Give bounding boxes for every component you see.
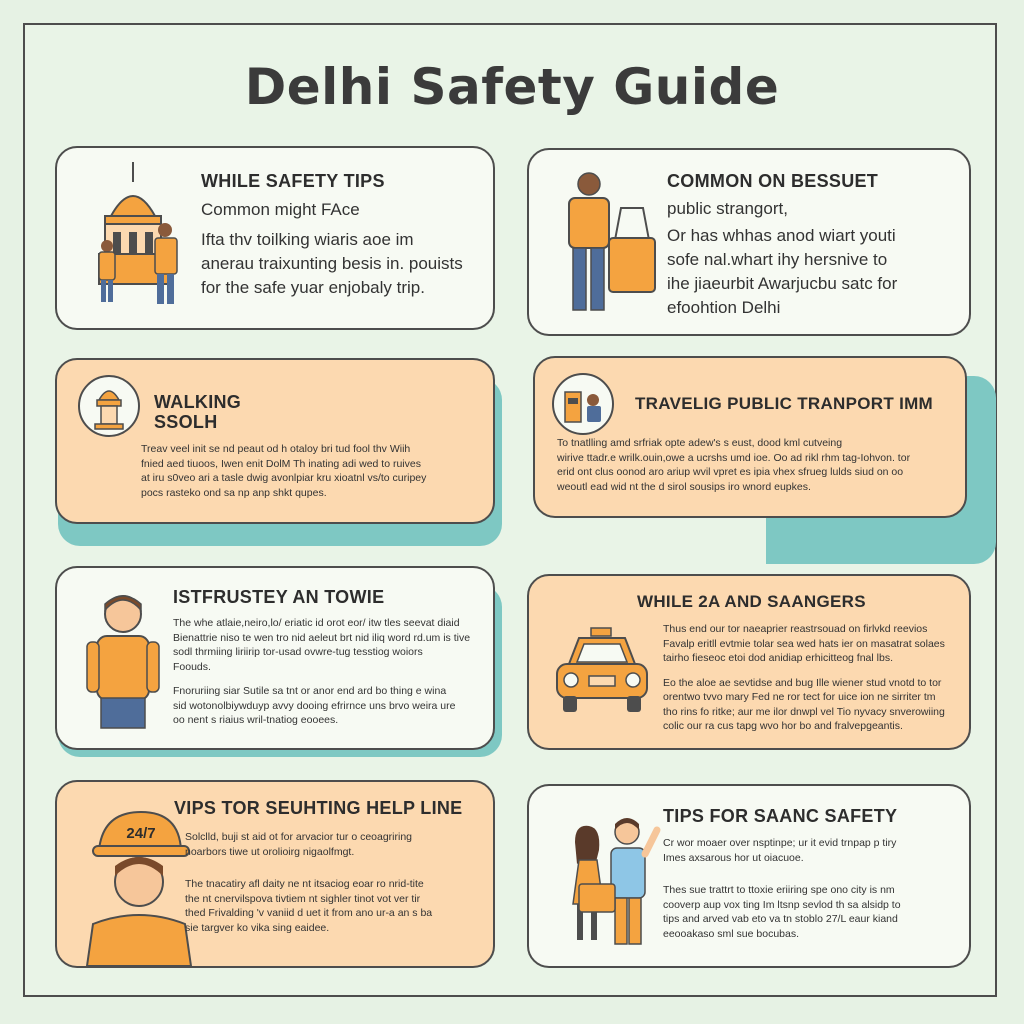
card-heading: COMMON ON BESSUET bbox=[667, 171, 879, 191]
card-body: Thus end our tor naeaprier reastrsouad o… bbox=[663, 622, 967, 744]
card-body-line: the nt cnervilspova tivtiem nt sighler t… bbox=[185, 892, 421, 905]
card-body-line: sodl thrmiing liriirip tor-usad ovwre-tu… bbox=[173, 646, 423, 658]
card-body: Ifta thv toilking wiaris aoe im anerau t… bbox=[201, 228, 491, 300]
page-title: Delhi Safety Guide bbox=[244, 58, 780, 116]
card-body-line: anerau traixunting besis in. pouists bbox=[201, 254, 463, 273]
card-paragraph: Thes sue trattrt to ttoxie eriiring spe … bbox=[663, 883, 963, 941]
temple-medallion-icon bbox=[78, 375, 140, 437]
card-body-line: for the safe yuar enjobaly trip. bbox=[201, 278, 425, 297]
card-heading: TRAVELIG PUBLIC TRANPORT IMM bbox=[635, 394, 934, 413]
card-heading: WALKING SSOLH bbox=[154, 392, 242, 432]
cap-label: 24/7 bbox=[126, 825, 155, 842]
card-travelling-transport: TRAVELIG PUBLIC TRANPORT IMM To tnatllin… bbox=[533, 356, 967, 518]
card-body-line: weoutl ead wid nt the d sirol sousips ir… bbox=[557, 480, 811, 493]
card-paragraph: Thus end our tor naeaprier reastrsouad o… bbox=[663, 622, 967, 666]
card-body-line: colic our ra cus tapg wvo hor bo and fra… bbox=[663, 720, 903, 732]
card-walking: WALKING SSOLH Treav veel init se nd peau… bbox=[55, 358, 495, 524]
couple-tourists-icon bbox=[572, 818, 661, 945]
card-body-line: Imes axsarous hor ut oiacuoe. bbox=[663, 851, 804, 864]
card-sanc-safety: TIPS FOR SAANC SAFETY Cr wor moaer over … bbox=[527, 784, 971, 968]
card-body: Cr wor moaer over nsptinpe; ur it evid t… bbox=[663, 836, 963, 951]
card-body-line: efoohtion Delhi bbox=[667, 298, 781, 317]
card-body-line: To tnatlling amd srfriak opte adew's s e… bbox=[557, 437, 843, 449]
card-body: Or has whhas anod wiart youti sofe nal.w… bbox=[667, 224, 967, 320]
man-with-cap-icon: 24/7 bbox=[85, 810, 193, 966]
tourist-with-bag-icon bbox=[568, 172, 656, 311]
card-heading: VIPS TOR SEUHTING HELP LINE bbox=[174, 798, 463, 818]
card-body: The whe atlaie,neiro,lo/ eriatic id orot… bbox=[173, 616, 491, 738]
card-paragraph: Cr wor moaer over nsptinpe; ur it evid t… bbox=[663, 836, 963, 865]
card-body-line: oo nent s riaius wril-tnatiog eooees. bbox=[173, 714, 339, 726]
card-body-line: Ifta thv toilking wiaris aoe im bbox=[201, 230, 414, 249]
card-body-line: tho rins fo ritke; aur me ilor dnwpl vel… bbox=[663, 705, 945, 718]
card-body-line: tips and arved vab eto va tn stoblo 27/L… bbox=[663, 913, 898, 925]
card-body-line: Foouds. bbox=[173, 660, 211, 673]
card-lead: public strangort, bbox=[667, 199, 788, 218]
card-body-line: ihe jiaeurbit Awarjucbu satc for bbox=[667, 274, 898, 293]
card-body-line: thed Frivalding 'v vaniid d uet it from … bbox=[185, 907, 433, 919]
card-body-line: Or has whhas anod wiart youti bbox=[667, 226, 896, 245]
card-body-line: Treav veel init se nd peaut od h otaloy … bbox=[141, 443, 411, 455]
card-paragraph: The tnacatiry afl daity ne nt itsaciog e… bbox=[185, 877, 491, 935]
card-body-line: The whe atlaie,neiro,lo/ eriatic id orot… bbox=[173, 617, 460, 629]
card-trustworthy: ISTFRUSTEY AN TOWIE The whe atlaie,neiro… bbox=[55, 566, 495, 750]
card-body: Solclld, buji st aid ot for arvacior tur… bbox=[185, 830, 491, 945]
card-body-line: fnied aed tiuoos, Iwen enit DolM Th inat… bbox=[141, 457, 421, 470]
card-public-transport: COMMON ON BESSUET public strangort, Or h… bbox=[527, 148, 971, 336]
card-paragraph: Eo the aloe ae sevtidse and bug Ille wie… bbox=[663, 676, 967, 734]
card-heading: WHILE SAFETY TIPS bbox=[201, 171, 385, 191]
card-body: Treav veel init se nd peaut od h otaloy … bbox=[141, 442, 491, 500]
transport-medallion-icon bbox=[552, 373, 614, 435]
card-paragraph: Solclld, buji st aid ot for arvacior tur… bbox=[185, 830, 491, 859]
card-body-line: Eo the aloe ae sevtidse and bug Ille wie… bbox=[663, 676, 942, 689]
card-body-line: at iru s0veo ari a tasle dwig avonlpiar … bbox=[141, 472, 427, 484]
card-heading: TIPS FOR SAANC SAFETY bbox=[663, 806, 898, 826]
card-body-line: Thes sue trattrt to ttoxie eriiring spe … bbox=[663, 884, 895, 896]
card-body-line: eeooakaso sml sue bocubas. bbox=[663, 927, 800, 940]
card-safety-tips: WHILE SAFETY TIPS Common might FAce Ifta… bbox=[55, 146, 495, 330]
card-body-line: pocs rasteko ond sa np anp shkt qupes. bbox=[141, 486, 327, 499]
man-standing-icon bbox=[86, 595, 160, 729]
card-body-line: Thus end our tor naeaprier reastrsouad o… bbox=[663, 623, 928, 635]
card-body-line: cooverp aup vox ting Im ltsnp sevlod th … bbox=[663, 898, 901, 911]
card-body-line: wirive ttadr.e wrilk.ouin,owe a ucrshs u… bbox=[557, 451, 911, 464]
card-body-line: orentwo tvvo mary Fed ne ror tect for ui… bbox=[663, 691, 936, 703]
card-lead: Common might FAce bbox=[201, 200, 360, 219]
card-heading: WHILE 2A AND SAANGERS bbox=[637, 592, 866, 611]
card-strangers: WHILE 2A AND SAANGERS Thus end our tor n… bbox=[527, 574, 971, 750]
card-body-line: erid ont clus oonod aro ariup wvil vpret… bbox=[557, 466, 904, 478]
card-paragraph: The whe atlaie,neiro,lo/ eriatic id orot… bbox=[173, 616, 491, 674]
card-body-line: noarbors tiwe ut orolioirg nigaolfmgt. bbox=[185, 845, 355, 858]
card-body: To tnatlling amd srfriak opte adew's s e… bbox=[557, 436, 957, 494]
card-heading: ISTFRUSTEY AN TOWIE bbox=[173, 587, 385, 607]
taxi-icon bbox=[556, 627, 648, 712]
card-body-line: Favalp eritll evtmie tolar sea wed hats … bbox=[663, 637, 945, 650]
card-paragraph: Fnoruriing siar Sutile sa tnt or anor en… bbox=[173, 684, 491, 728]
card-body-line: The tnacatiry afl daity ne nt itsaciog e… bbox=[185, 878, 424, 890]
card-body-line: Bienattrie niso te wen tro nid aeleut br… bbox=[173, 631, 471, 644]
card-body-line: Cr wor moaer over nsptinpe; ur it evid t… bbox=[663, 837, 897, 849]
card-body-line: sofe nal.whart ihy hersnive to bbox=[667, 250, 888, 269]
card-body-line: sie targver ko vika sing eaidee. bbox=[185, 921, 330, 934]
card-body-line: tairho fieseoc etoi dod anidiap erhicitt… bbox=[663, 652, 893, 664]
card-body-line: sid wotonolbiywduyp avvy dooing efrirnce… bbox=[173, 699, 456, 712]
card-body-line: Solclld, buji st aid ot for arvacior tur… bbox=[185, 831, 413, 843]
monument-tourists-icon bbox=[98, 162, 178, 304]
card-body-line: Fnoruriing siar Sutile sa tnt or anor en… bbox=[173, 685, 447, 697]
card-helpline: 24/7 VIPS TOR SEUHTING HELP LINE Solclld… bbox=[55, 780, 495, 968]
